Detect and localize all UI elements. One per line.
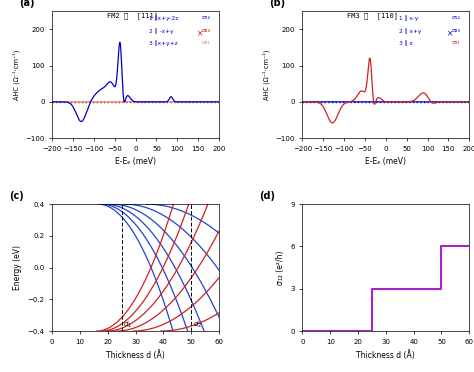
- Text: $d_2$: $d_2$: [192, 320, 201, 330]
- Text: $d_1$: $d_1$: [123, 320, 132, 330]
- Text: 2 ∥ x+y: 2 ∥ x+y: [399, 28, 422, 33]
- X-axis label: Thickness d (Å): Thickness d (Å): [106, 350, 165, 360]
- Text: σ₁₂: σ₁₂: [452, 15, 461, 20]
- Text: FM3 ∥  [110]: FM3 ∥ [110]: [347, 12, 399, 19]
- X-axis label: E-Eₑ (meV): E-Eₑ (meV): [365, 157, 406, 166]
- Text: 1 ∥x+y-2z: 1 ∥x+y-2z: [149, 15, 178, 21]
- Y-axis label: AHC (Ω⁻¹·cm⁻¹): AHC (Ω⁻¹·cm⁻¹): [262, 49, 270, 100]
- Text: 1 ∥ x-y: 1 ∥ x-y: [399, 15, 419, 21]
- Text: 3 ∥x+y+z: 3 ∥x+y+z: [149, 40, 178, 46]
- X-axis label: Thickness d (Å): Thickness d (Å): [356, 350, 415, 360]
- Text: ×: ×: [447, 29, 453, 39]
- Text: FM2 ∥  [111]: FM2 ∥ [111]: [107, 12, 158, 19]
- Text: (a): (a): [19, 0, 34, 8]
- Text: 3 ∥ z: 3 ∥ z: [399, 40, 413, 46]
- Text: σ₂₃: σ₂₃: [452, 28, 461, 33]
- Text: (c): (c): [9, 191, 24, 201]
- Y-axis label: σ₁₂ (e²/h): σ₁₂ (e²/h): [276, 250, 285, 285]
- X-axis label: E-Eₑ (meV): E-Eₑ (meV): [115, 157, 156, 166]
- Text: σ₁₂: σ₁₂: [201, 15, 210, 20]
- Text: (d): (d): [259, 191, 275, 201]
- Text: σ₃₁: σ₃₁: [201, 40, 210, 45]
- Text: (b): (b): [269, 0, 285, 8]
- Y-axis label: Energy (eV): Energy (eV): [13, 245, 22, 290]
- Text: ×: ×: [196, 29, 203, 39]
- Text: σ₂₃: σ₂₃: [201, 28, 210, 33]
- Y-axis label: AHC (Ω⁻¹·cm⁻¹): AHC (Ω⁻¹·cm⁻¹): [12, 49, 19, 100]
- Text: σ₃₁: σ₃₁: [452, 40, 461, 45]
- Text: 2 ∥ -x+y: 2 ∥ -x+y: [149, 28, 173, 33]
